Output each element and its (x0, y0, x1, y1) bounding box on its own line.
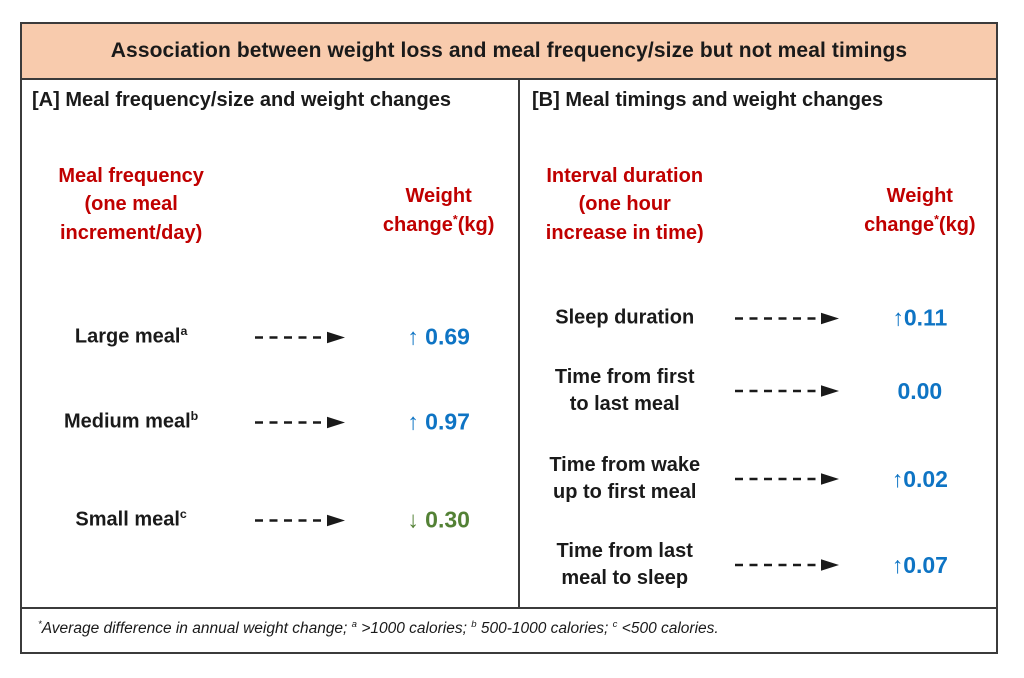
dashed-arrow-icon (240, 330, 359, 344)
row-label: Small mealc (75, 506, 187, 531)
panel-b-right-header: Weight change*(kg) (844, 182, 996, 239)
panel-b-left-header: Interval duration (one hour increase in … (545, 165, 704, 244)
panel-a-column-headers: Meal frequency (one meal increment/day) … (22, 162, 518, 247)
asterisk-superscript: * (38, 618, 42, 630)
dashed-arrow-icon (729, 311, 843, 325)
row-label: Time from wake up to first meal (549, 454, 701, 503)
asterisk-superscript: * (452, 211, 458, 226)
figure-frame: Association between weight loss and meal… (20, 22, 998, 654)
panel-a-heading: [A] Meal frequency/size and weight chang… (32, 89, 451, 111)
footnote-marker-b: b (190, 408, 199, 423)
weight-change-line1: Weight (886, 185, 953, 208)
footnote-marker-a: a (180, 323, 188, 338)
panels-container: [A] Meal frequency/size and weight chang… (22, 80, 996, 609)
dashed-arrow-icon (729, 472, 843, 486)
footnote-marker-a: a (351, 618, 358, 630)
row-last-meal-to-sleep: Time from last meal to sleep ↑0.07 (520, 538, 996, 592)
row-label: Time from last meal to sleep (556, 540, 693, 589)
row-label: Sleep duration (555, 306, 695, 329)
dashed-arrow-icon (240, 513, 359, 527)
row-large-meal: Large meala ↑ 0.69 (22, 324, 518, 351)
weight-change-value: ↑ 0.69 (407, 323, 470, 350)
footnote-marker-c: c (179, 506, 187, 521)
panel-b: [B] Meal timings and weight changes Inte… (520, 80, 996, 607)
footnote-text: *Average difference in annual weight cha… (38, 618, 719, 637)
panel-a: [A] Meal frequency/size and weight chang… (22, 80, 520, 607)
row-small-meal: Small mealc ↓ 0.30 (22, 507, 518, 534)
row-wake-to-first-meal: Time from wake up to first meal ↑0.02 (520, 452, 996, 506)
dashed-arrow-icon (729, 558, 843, 572)
weight-change-value: ↑0.11 (892, 304, 948, 331)
panel-b-heading: [B] Meal timings and weight changes (532, 89, 884, 111)
weight-change-value: ↑0.02 (891, 465, 948, 492)
weight-change-line1: Weight (405, 185, 472, 208)
weight-change-value: ↑ 0.97 (407, 408, 470, 435)
row-medium-meal: Medium mealb ↑ 0.97 (22, 409, 518, 436)
weight-change-value: ↑0.07 (891, 551, 948, 578)
row-sleep-duration: Sleep duration ↑0.11 (520, 305, 996, 332)
row-label: Time from first to last meal (554, 366, 695, 415)
panel-b-column-headers: Interval duration (one hour increase in … (520, 162, 996, 247)
figure-title: Association between weight loss and meal… (110, 39, 908, 62)
dashed-arrow-icon (729, 384, 843, 398)
weight-change-value: 0.00 (897, 377, 943, 404)
panel-a-left-header: Meal frequency (one meal increment/day) (58, 165, 204, 244)
weight-change-line2: change*(kg) (864, 211, 976, 236)
footnote-marker-c: c (612, 618, 618, 630)
row-first-to-last-meal: Time from first to last meal 0.00 (520, 364, 996, 418)
panel-a-right-header: Weight change*(kg) (359, 182, 518, 239)
footnote-bar: *Average difference in annual weight cha… (22, 609, 996, 652)
row-label: Medium mealb (63, 408, 199, 433)
dashed-arrow-icon (240, 415, 359, 429)
row-label: Large meala (74, 323, 188, 348)
footnote-marker-b: b (471, 618, 477, 630)
asterisk-superscript: * (934, 211, 939, 226)
figure-title-bar: Association between weight loss and meal… (22, 24, 996, 80)
weight-change-value: ↓ 0.30 (407, 506, 470, 533)
weight-change-line2: change*(kg) (382, 211, 495, 236)
